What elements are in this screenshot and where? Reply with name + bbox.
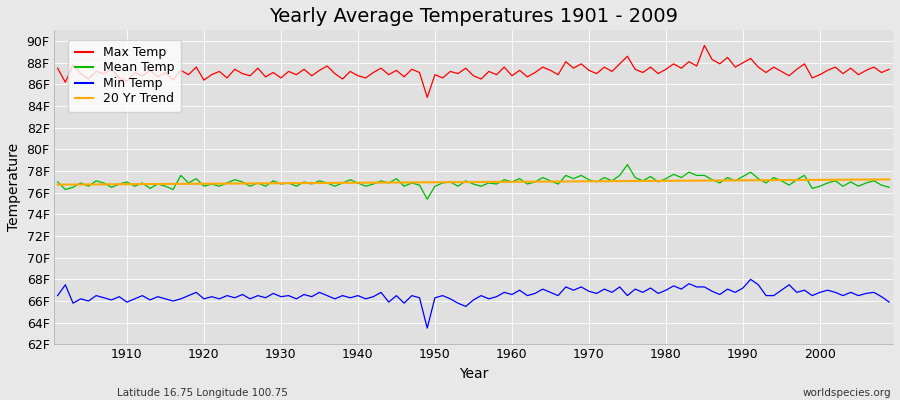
Y-axis label: Temperature: Temperature [7,143,21,231]
Text: worldspecies.org: worldspecies.org [803,388,891,398]
Legend: Max Temp, Mean Temp, Min Temp, 20 Yr Trend: Max Temp, Mean Temp, Min Temp, 20 Yr Tre… [68,40,181,112]
Text: Latitude 16.75 Longitude 100.75: Latitude 16.75 Longitude 100.75 [117,388,288,398]
Title: Yearly Average Temperatures 1901 - 2009: Yearly Average Temperatures 1901 - 2009 [269,7,678,26]
X-axis label: Year: Year [459,367,488,381]
